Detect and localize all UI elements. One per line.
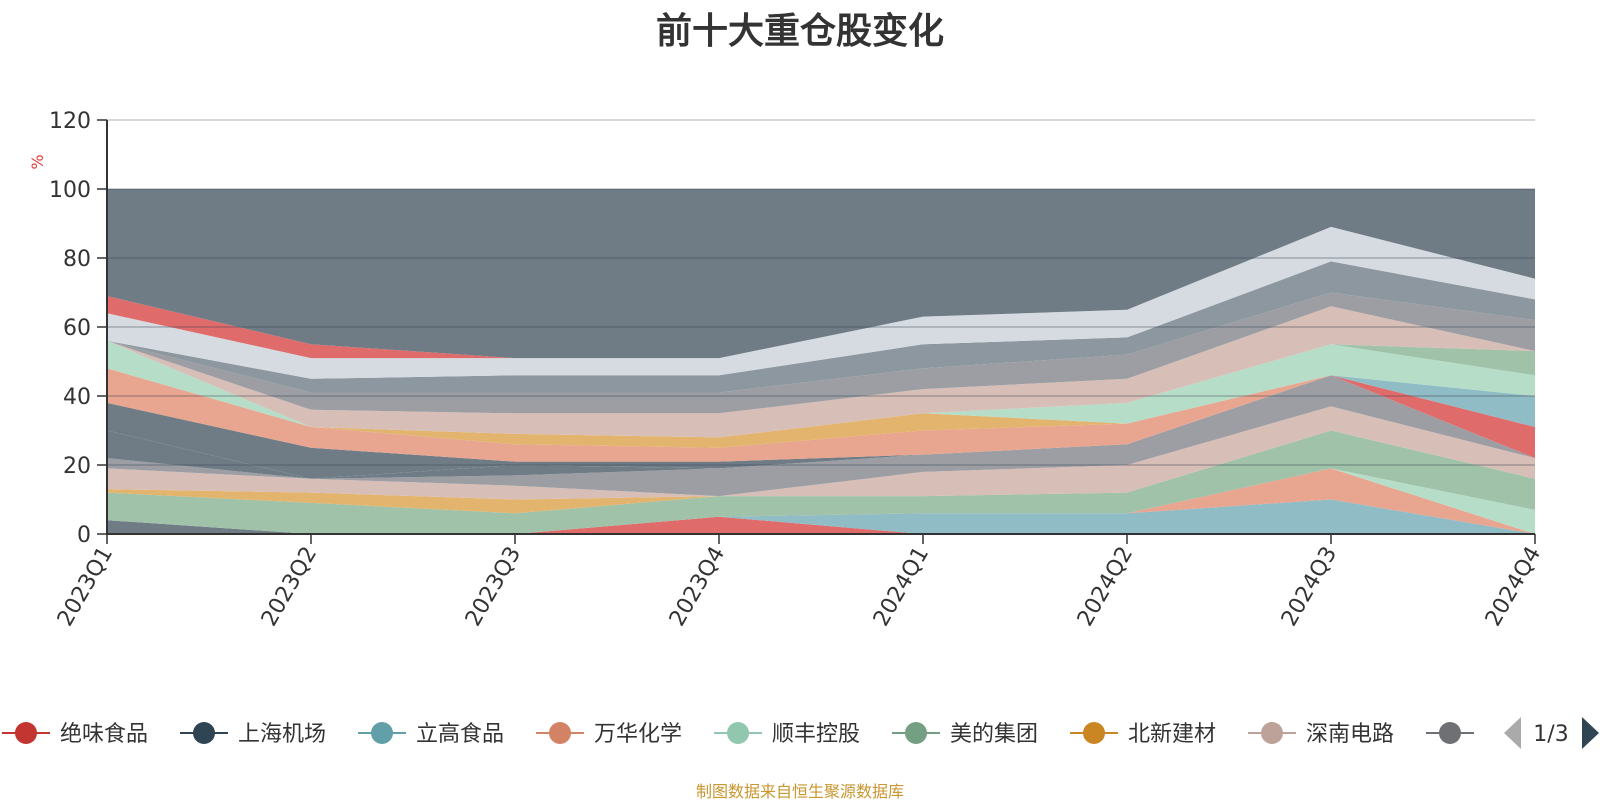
legend-item[interactable]: 深南电路 [1248,722,1394,747]
area-band-14 [107,368,1535,462]
legend-next-page-icon[interactable] [1582,717,1599,749]
area-band-9 [107,375,1535,479]
legend-marker [1083,722,1105,744]
legend-marker [1261,722,1283,744]
legend-label: 万华化学 [594,722,682,747]
legend-label: 深南电路 [1306,722,1394,747]
legend-marker [549,722,571,744]
y-tick-label: 20 [63,454,91,479]
area-band-5 [107,430,1535,534]
area-band-0 [107,520,1535,534]
legend-label: 美的集团 [950,722,1038,747]
legend-page-indicator: 1/3 [1533,722,1568,747]
y-axis-label: % [28,154,47,169]
area-band-13 [107,375,1535,462]
x-tick-label: 2024Q2 [1073,543,1138,631]
legend-item[interactable]: 北新建材 [1070,722,1216,747]
y-tick-label: 40 [63,385,91,410]
area-band-21 [107,226,1535,379]
legend-label: 北新建材 [1128,722,1216,747]
x-tick-label: 2023Q4 [665,543,730,631]
legend-item[interactable]: 立高食品 [358,722,504,747]
x-tick-label: 2023Q2 [257,543,322,631]
area-band-16 [107,340,1535,438]
legend-label: 立高食品 [416,722,504,747]
x-tick-label: 2024Q1 [869,543,934,631]
legend-marker [193,722,215,744]
legend-item[interactable]: 美的集团 [892,722,1038,747]
legend-marker [371,722,393,744]
legend-label: 顺丰控股 [772,722,860,747]
area-band-2 [107,499,1535,534]
footer-source-note: 制图数据来自恒生聚源数据库 [695,782,904,801]
x-tick-label: 2024Q3 [1277,543,1342,631]
legend-marker [15,722,37,744]
legend-marker [727,722,749,744]
x-tick-label: 2024Q4 [1481,543,1546,631]
y-tick-label: 120 [49,109,91,134]
x-tick-label: 2023Q3 [461,543,526,631]
legend-item[interactable]: 顺丰控股 [714,722,860,747]
legend-prev-page-icon[interactable] [1504,717,1521,749]
y-tick-label: 60 [63,316,91,341]
area-band-15 [107,368,1535,448]
area-band-19 [107,292,1535,414]
y-tick-label: 100 [49,178,91,203]
area-band-23 [107,189,1535,359]
y-tick-label: 0 [77,523,91,548]
area-band-20 [107,261,1535,393]
legend-label: 上海机场 [238,722,326,747]
legend-label: 绝味食品 [60,722,148,747]
legend-marker [905,722,927,744]
legend-item[interactable]: 绝味食品 [2,722,148,747]
area-band-18 [107,306,1535,438]
legend-marker [1439,722,1461,744]
chart-title: 前十大重仓股变化 [655,11,944,52]
area-band-1 [107,516,1535,534]
x-tick-label: 2023Q1 [53,543,118,631]
area-band-3 [107,468,1535,534]
y-tick-label: 80 [63,247,91,272]
area-band-8 [107,375,1535,497]
area-band-7 [107,406,1535,500]
legend-item[interactable]: 上海机场 [180,722,326,747]
area-band-17 [107,340,1535,438]
legend-item[interactable]: 万华化学 [536,722,682,747]
